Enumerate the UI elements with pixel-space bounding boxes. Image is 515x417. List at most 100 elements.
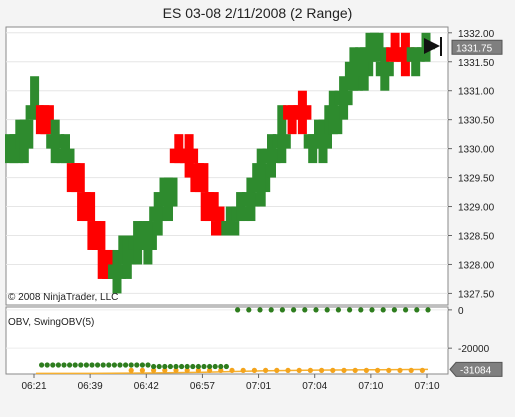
bar-range: [40, 105, 50, 135]
time-tick-label: 07:10: [414, 381, 439, 392]
swing-obv-dot: [139, 367, 145, 373]
swing-obv-dot: [307, 367, 313, 373]
obv-dot: [134, 362, 140, 368]
price-tick-label: 1329.00: [458, 203, 495, 214]
chart-title: ES 03-08 2/11/2008 (2 Range): [162, 5, 353, 21]
bar-range: [277, 105, 287, 164]
bar-range: [236, 192, 246, 222]
swing-obv-dot: [363, 367, 369, 373]
indicator-tick-label: -20000: [458, 344, 490, 355]
obv-dot: [425, 307, 431, 313]
range-bar: [293, 90, 312, 135]
bar-range: [339, 76, 349, 120]
obv-dot: [72, 362, 78, 368]
bar-range: [267, 134, 276, 178]
obv-dot: [179, 363, 185, 370]
bar-range: [61, 134, 70, 164]
range-bar: [190, 163, 209, 193]
bar-range: [380, 47, 390, 91]
obv-dot: [61, 362, 67, 368]
obv-dot: [145, 362, 151, 368]
bar-range: [102, 249, 112, 279]
obv-dot: [167, 363, 173, 370]
time-axis: 06:21 06:39 06:42 06:57 07:01 07:04 07:10 07:10: [21, 374, 440, 392]
indicator-last-label: -31084: [460, 365, 492, 376]
range-bar: [272, 105, 291, 164]
bar-range: [308, 134, 318, 164]
bar-range: [30, 76, 40, 120]
swing-obv-dot: [419, 367, 425, 373]
obv-dot: [89, 362, 95, 368]
bar-range: [164, 177, 173, 222]
time-tick-label: 07:01: [246, 381, 271, 392]
bar-range: [359, 47, 369, 91]
price-tick-label: 1330.00: [458, 145, 495, 156]
bar-range: [9, 134, 19, 164]
range-bar: [87, 221, 106, 250]
bar-range: [370, 32, 379, 62]
obv-dot: [268, 307, 274, 313]
bar-range: [184, 134, 194, 178]
obv-dot: [212, 363, 218, 370]
range-bar: [365, 32, 384, 62]
range-bar: [159, 177, 178, 222]
range-bar: [200, 192, 219, 222]
obv-dot: [100, 362, 106, 368]
obv-dot: [235, 307, 241, 313]
obv-dot: [95, 362, 101, 368]
indicator-marks: [36, 307, 431, 375]
obv-dot: [201, 363, 207, 370]
price-tick-label: 1329.50: [458, 174, 495, 185]
obv-dot: [313, 307, 319, 313]
obv-dot: [358, 307, 364, 313]
indicator-tick-label: 0: [458, 306, 464, 317]
bar-range: [349, 47, 359, 91]
price-tick-label: 1331.50: [458, 58, 495, 69]
obv-dot: [44, 362, 50, 368]
swing-obv-dot: [128, 367, 134, 373]
indicator-axis: 0 -20000 -31084: [448, 306, 503, 377]
range-bar: [334, 76, 353, 120]
range-bar: [324, 90, 343, 135]
obv-dot: [184, 363, 190, 370]
range-bar: [221, 206, 240, 236]
range-bar: [66, 163, 85, 193]
price-tick-label: 1327.50: [458, 289, 495, 300]
obv-dot: [391, 307, 397, 313]
time-tick-label: 06:57: [190, 381, 215, 392]
obv-dot: [335, 307, 341, 313]
obv-dot: [67, 362, 73, 368]
obv-dot: [151, 363, 157, 370]
price-tick-label: 1330.50: [458, 116, 495, 127]
copyright-label: © 2008 NinjaTrader, LLC: [8, 292, 118, 303]
obv-dot: [83, 362, 89, 368]
obv-dot: [139, 362, 145, 368]
obv-dot: [324, 307, 330, 313]
swing-obv-dot: [386, 367, 392, 373]
indicator-last-tag: [449, 361, 503, 377]
bar-range: [91, 221, 101, 250]
swing-obv-dot: [263, 367, 269, 373]
bar-range: [246, 177, 256, 222]
range-bar: [149, 192, 168, 236]
bar-range: [328, 90, 338, 135]
obv-dot: [380, 307, 386, 313]
price-tick-label: 1328.00: [458, 260, 495, 271]
bar-range: [143, 221, 153, 265]
obv-dot: [106, 362, 112, 368]
obv-dot: [156, 363, 162, 370]
obv-dot: [128, 362, 134, 368]
obv-dot: [50, 362, 56, 368]
time-tick-label: 06:42: [134, 381, 159, 392]
bar-range: [71, 163, 81, 193]
range-bar: [35, 105, 54, 135]
obv-dot: [78, 362, 84, 368]
swing-obv-dot: [352, 367, 358, 373]
obv-dot: [39, 362, 45, 368]
bar-range: [256, 148, 266, 207]
swing-obv-dot: [296, 367, 302, 373]
bar-range: [205, 192, 215, 222]
obv-dot: [173, 363, 179, 370]
